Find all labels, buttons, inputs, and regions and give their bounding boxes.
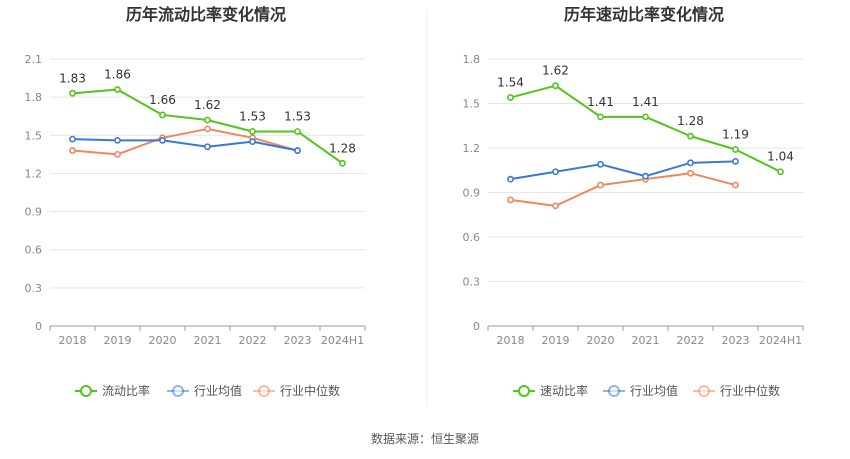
data-point [732,157,739,165]
legend-swatch-marker [608,385,620,397]
data-point [159,111,166,119]
data-point [69,147,76,154]
legend-label: 行业均值 [630,383,678,398]
legend-swatch-marker [698,385,710,397]
industry-median-series-line [72,127,298,156]
data-label: 1.86 [104,68,131,82]
x-tick-label: 2023 [722,334,750,347]
data-point [249,138,256,146]
y-tick-label: 1.8 [463,53,481,66]
legend-label: 行业中位数 [280,383,340,398]
industry-average-series-line [72,138,298,152]
x-tick-label: 2023 [284,334,312,347]
legend-label: 行业均值 [194,383,242,398]
data-point [69,89,76,97]
data-point [777,168,784,176]
data-label: 1.83 [59,71,86,85]
data-point [597,113,604,121]
industry-median-series-line [510,172,736,207]
data-point [732,181,739,189]
x-tick-label: 2020 [149,334,177,347]
y-tick-label: 0 [473,320,480,333]
data-point [204,125,211,133]
data-label: 1.66 [149,93,176,107]
data-point [687,169,694,177]
chart-title: 历年流动比率变化情况 [126,5,286,24]
data-point [642,172,649,180]
legend-swatch-marker [172,385,184,397]
y-tick-label: 0.6 [463,231,481,244]
y-tick-label: 0.6 [25,244,43,257]
legend-swatch-marker [258,385,270,397]
y-tick-label: 1.2 [25,167,43,180]
x-tick-label: 2022 [239,334,267,347]
data-point [507,196,514,204]
y-tick-label: 0.9 [25,206,43,219]
legend-label: 行业中位数 [720,383,780,398]
data-source-note: 数据来源：恒生聚源 [371,431,479,446]
current-ratio-chart: 历年流动比率变化情况 0 0.3 0.6 0.9 1.2 1.5 1.8 2.1 2018 201… [25,5,366,398]
x-tick-label: 2024H1 [321,334,364,347]
data-point [642,113,649,121]
x-tick-label: 2021 [632,334,660,347]
data-point [249,128,256,135]
data-point [69,135,76,143]
data-point [507,175,514,183]
legend-swatch-marker [518,385,530,397]
quick-ratio-chart: 历年速动比率变化情况 0 0.3 0.6 0.9 1.2 1.5 1.8 2018 2019 20… [463,5,804,398]
y-tick-label: 0.3 [25,282,43,295]
data-label: 1.28 [329,141,356,155]
data-point [204,116,211,124]
data-label: 1.62 [194,98,221,112]
data-point [114,136,121,144]
y-tick-label: 1.2 [463,142,481,155]
data-label: 1.53 [239,109,266,123]
data-point [552,202,559,210]
legend-label: 速动比率 [540,383,588,398]
data-point [687,159,694,167]
data-point [507,94,514,101]
data-point [294,128,301,135]
data-point [552,82,559,90]
x-tick-label: 2019 [104,334,132,347]
data-point [732,146,739,153]
data-point [687,132,694,140]
data-point [597,181,604,189]
y-tick-label: 1.5 [25,129,43,142]
x-tick-label: 2022 [677,334,705,347]
data-label: 1.28 [677,114,704,128]
data-point [294,147,301,154]
x-tick-label: 2019 [542,334,570,347]
data-point [204,143,211,151]
y-tick-label: 0.3 [463,276,481,289]
x-tick-label: 2018 [59,334,87,347]
x-tick-label: 2018 [497,334,525,347]
data-point [552,168,559,176]
y-tick-label: 0.9 [463,187,481,200]
y-tick-label: 1.8 [25,91,43,104]
data-point [339,159,346,167]
industry-average-series-line [510,160,736,181]
data-point [114,150,121,158]
x-tick-label: 2024H1 [759,334,802,347]
chart-title: 历年速动比率变化情况 [564,5,724,24]
data-label: 1.19 [722,127,749,141]
data-label: 1.53 [284,109,311,123]
data-point [114,86,121,93]
data-point [597,160,604,168]
y-tick-label: 2.1 [25,53,43,66]
legend-swatch-marker [80,385,92,397]
y-tick-label: 1.5 [463,98,481,111]
x-tick-label: 2020 [587,334,615,347]
data-label: 1.04 [767,150,794,164]
data-label: 1.54 [497,76,524,90]
y-tick-label: 0 [35,320,42,333]
legend-label: 流动比率 [102,383,150,398]
data-point [159,136,166,144]
data-label: 1.41 [587,95,614,109]
data-label: 1.41 [632,95,659,109]
x-tick-label: 2021 [194,334,222,347]
data-label: 1.62 [542,64,569,78]
